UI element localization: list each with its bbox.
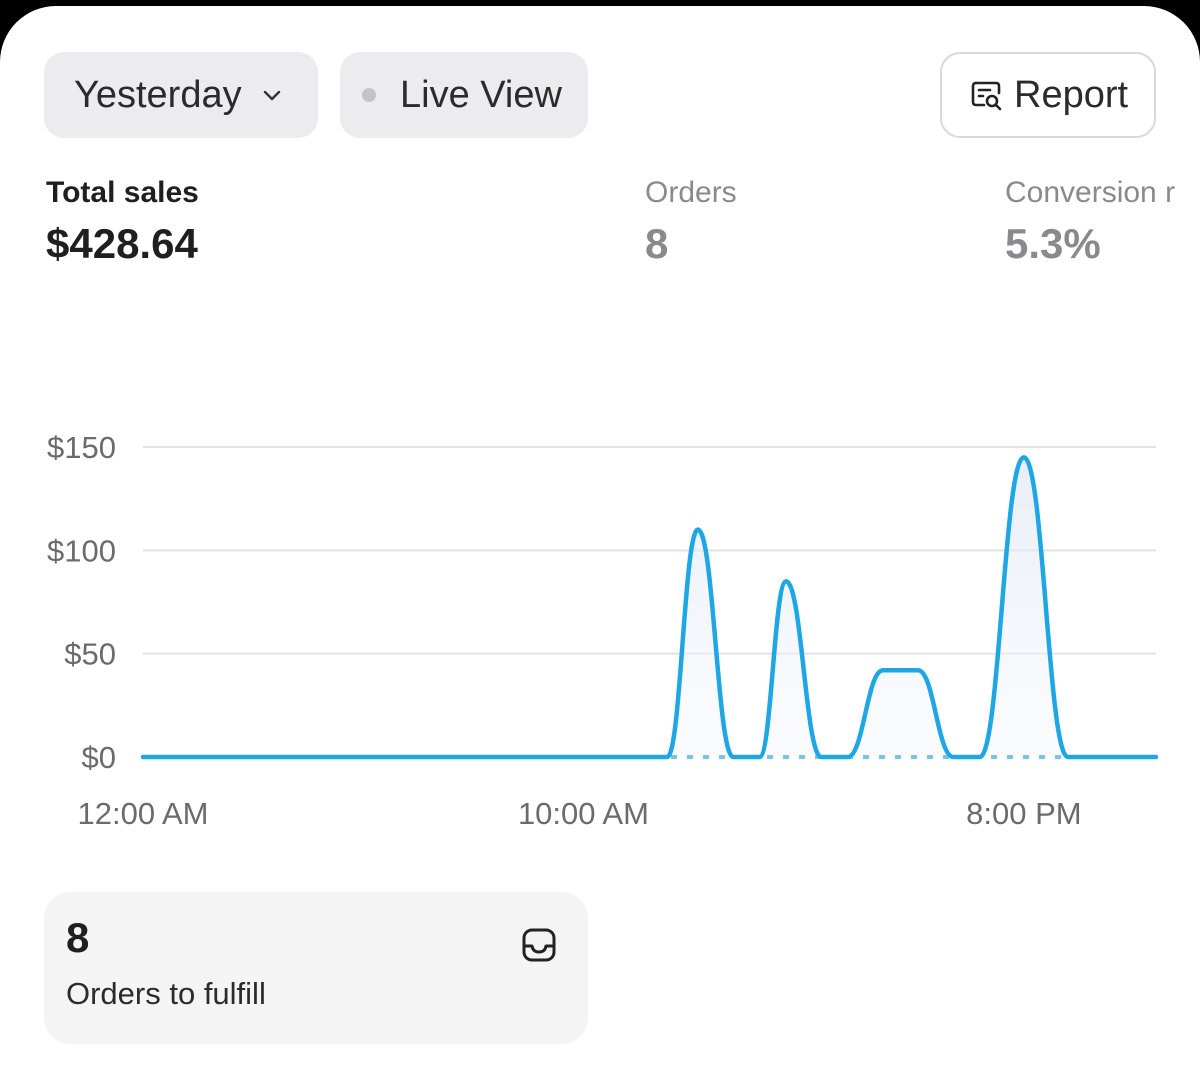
metric-value: 5.3% <box>1005 220 1175 268</box>
metric-value: 8 <box>645 220 737 268</box>
analytics-card: Yesterday Live View Report Total sales $… <box>0 6 1200 1066</box>
y-tick-label: $50 <box>64 637 116 672</box>
inbox-icon <box>520 926 558 964</box>
report-label: Report <box>1014 74 1128 117</box>
report-button[interactable]: Report <box>940 52 1156 138</box>
sales-chart[interactable]: $150 $100 $50 $0 12:00 AM 10:00 AM 8:00 PM <box>0 406 1200 846</box>
date-range-dropdown[interactable]: Yesterday <box>44 52 318 138</box>
metric-label: Conversion r <box>1005 176 1175 210</box>
live-view-label: Live View <box>400 74 562 117</box>
report-search-icon <box>970 78 1004 112</box>
metric-label: Total sales <box>46 176 199 210</box>
live-view-button[interactable]: Live View <box>340 52 588 138</box>
metric-value: $428.64 <box>46 220 199 268</box>
chevron-down-icon <box>260 83 284 107</box>
metric-label: Orders <box>645 176 737 210</box>
x-tick-label: 8:00 PM <box>966 796 1081 831</box>
metric-total-sales[interactable]: Total sales $428.64 <box>46 176 199 268</box>
fulfill-count: 8 <box>66 914 566 962</box>
x-tick-label: 12:00 AM <box>78 796 209 831</box>
metric-conversion-rate[interactable]: Conversion r 5.3% <box>1005 176 1175 268</box>
metric-orders[interactable]: Orders 8 <box>645 176 737 268</box>
fulfill-label: Orders to fulfill <box>66 976 566 1012</box>
live-status-dot-icon <box>362 88 376 102</box>
date-range-label: Yesterday <box>74 74 242 117</box>
y-tick-label: $0 <box>82 740 116 775</box>
x-tick-label: 10:00 AM <box>518 796 649 831</box>
y-tick-label: $100 <box>47 533 116 568</box>
orders-to-fulfill-card[interactable]: 8 Orders to fulfill <box>44 892 588 1044</box>
y-tick-label: $150 <box>47 430 116 465</box>
